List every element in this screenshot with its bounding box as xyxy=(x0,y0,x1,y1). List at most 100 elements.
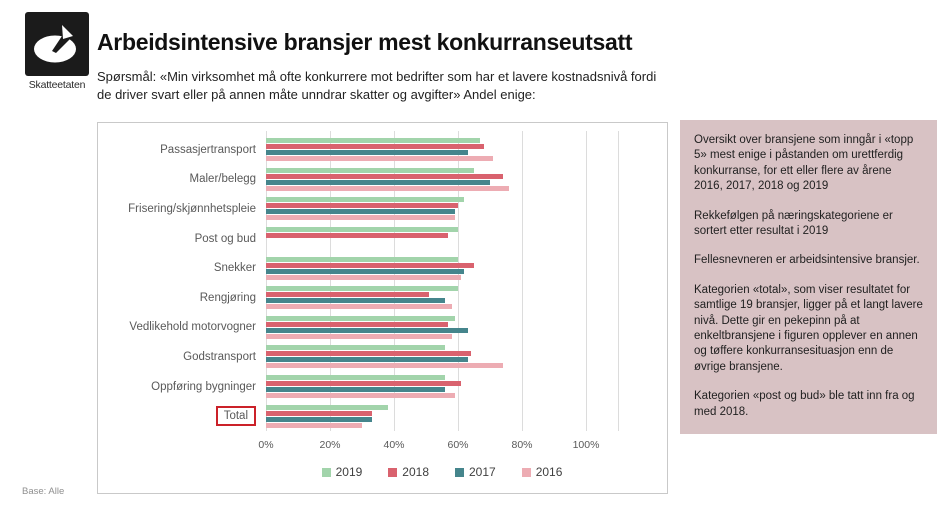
category-label: Passasjertransport xyxy=(160,143,256,156)
gridline xyxy=(458,131,459,431)
bar-group xyxy=(266,227,618,250)
bar-2016 xyxy=(266,274,462,280)
chart-row: Oppføring bygninger xyxy=(151,372,618,402)
sidebar-paragraph: Rekkefølgen på næringskategoriene er sor… xyxy=(694,209,893,238)
page-title: Arbeidsintensive bransjer mest konkurran… xyxy=(97,29,633,56)
x-tick-label: 60% xyxy=(447,439,469,451)
x-tick-label: 40% xyxy=(383,439,405,451)
plot-right-border xyxy=(618,131,619,431)
legend-swatch xyxy=(388,467,398,477)
chart-panel: Passasjertransport Maler/belegg Frisering/… xyxy=(97,122,668,494)
bar-2018 xyxy=(266,262,474,268)
bar-2016 xyxy=(266,363,503,369)
chart-row: Vedlikehold motorvogner xyxy=(129,313,618,343)
bar-2019 xyxy=(266,345,446,351)
legend-item-2017: 2017 xyxy=(455,465,496,479)
sidebar-paragraph: Oversikt over bransjene som inngår i «to… xyxy=(694,134,914,193)
legend-item-2019: 2019 xyxy=(321,465,363,479)
x-tick-label: 80% xyxy=(511,439,533,451)
bar-group xyxy=(266,345,618,369)
bar-2017 xyxy=(266,416,372,422)
bar-2016 xyxy=(266,304,452,310)
gridline xyxy=(522,131,523,431)
bar-2017 xyxy=(266,298,446,304)
bar-2017 xyxy=(266,327,468,333)
category-label: Frisering/skjønnhetspleie xyxy=(128,202,256,215)
legend-label: 2017 xyxy=(469,465,496,479)
chart-row: Post og bud xyxy=(195,224,618,254)
skatteetaten-logo: Skatteetaten xyxy=(22,12,92,91)
bar-2019 xyxy=(266,227,458,233)
x-tick-label: 20% xyxy=(319,439,341,451)
sidebar-note-panel: Oversikt over bransjene som inngår i «to… xyxy=(680,120,937,435)
legend-label: 2019 xyxy=(335,465,363,479)
bar-2016 xyxy=(266,215,455,221)
category-label: Snekker xyxy=(213,262,256,275)
bar-2017 xyxy=(266,150,468,156)
bar-group xyxy=(266,315,618,339)
bar-2019 xyxy=(266,404,388,410)
legend-label: 2018 xyxy=(402,465,429,479)
bar-2016 xyxy=(266,422,362,428)
legend-swatch xyxy=(521,467,531,477)
category-label: Godstransport xyxy=(183,350,256,363)
chart-row: Godstransport xyxy=(183,342,618,372)
category-label: Vedlikehold motorvogner xyxy=(129,321,256,334)
category-label: Maler/belegg xyxy=(189,173,256,186)
sidebar-paragraph: Kategorien «post og bud» ble tatt inn fr… xyxy=(694,390,915,418)
category-label-highlighted: Total xyxy=(215,406,256,427)
x-tick-label: 100% xyxy=(572,439,600,451)
bar-2018 xyxy=(266,144,484,150)
bar-group xyxy=(266,138,618,162)
bar-2017 xyxy=(266,387,446,393)
bar-2018 xyxy=(266,233,449,239)
x-axis: 0% 20% 40% 60% 80% 100% xyxy=(258,437,618,457)
category-label: Oppføring bygninger xyxy=(151,380,256,393)
base-note: Base: Alle xyxy=(22,486,65,497)
bar-2018 xyxy=(266,173,503,179)
bar-2017 xyxy=(266,268,465,274)
bar-2016 xyxy=(266,393,455,399)
bar-2017 xyxy=(266,179,490,185)
bar-2018 xyxy=(266,292,430,298)
bar-group xyxy=(266,286,618,310)
gridline xyxy=(586,131,587,431)
bar-2018 xyxy=(266,410,372,416)
chart-row: Total xyxy=(215,401,618,431)
legend-label: 2016 xyxy=(535,465,563,479)
bar-2019 xyxy=(266,256,458,262)
chart-row: Maler/belegg xyxy=(190,165,618,195)
legend-item-2016: 2016 xyxy=(521,465,563,479)
bar-2019 xyxy=(266,375,446,381)
bar-2018 xyxy=(266,381,462,387)
bar-2019 xyxy=(266,197,465,203)
x-tick-label: 0% xyxy=(258,439,274,451)
bar-2018 xyxy=(266,203,458,209)
legend-swatch xyxy=(321,467,331,477)
skatteetaten-logo-icon xyxy=(25,12,89,76)
chart-row: Frisering/skjønnhetspleie xyxy=(128,194,618,224)
logo-label: Skatteetaten xyxy=(28,79,86,91)
bar-group xyxy=(266,256,618,280)
bar-group xyxy=(266,404,618,428)
bar-2016 xyxy=(266,185,510,191)
category-label: Rengjøring xyxy=(199,291,256,304)
page-subtitle: Spørsmål: «Min virksomhet må ofte konkur… xyxy=(97,69,657,103)
bar-group xyxy=(266,167,618,191)
gridline xyxy=(394,131,395,431)
bar-2018 xyxy=(266,351,471,357)
bar-group xyxy=(266,375,618,399)
bar-2019 xyxy=(266,138,481,144)
chart-row: Snekker xyxy=(214,253,618,283)
bar-2019 xyxy=(266,167,474,173)
bar-2017 xyxy=(266,357,468,363)
bar-2016 xyxy=(266,333,452,339)
gridline xyxy=(330,131,331,431)
chart-legend: 2019 2018 2017 2016 xyxy=(266,465,618,479)
legend-item-2018: 2018 xyxy=(388,465,429,479)
gridline xyxy=(266,131,267,431)
bar-2018 xyxy=(266,321,449,327)
chart-row: Rengjøring xyxy=(200,283,618,313)
bar-group xyxy=(266,197,618,221)
